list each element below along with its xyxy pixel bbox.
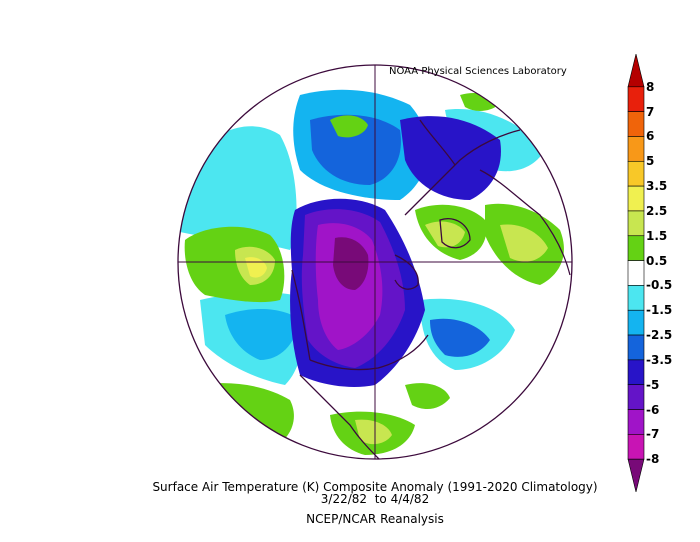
colorbar-band [627,54,645,88]
colorbar-band [627,434,645,460]
colorbar [627,54,645,492]
colorbar-tick-label: -3.5 [646,352,673,367]
credit-text: NOAA Physical Sciences Laboratory [389,66,567,77]
colorbar-band [627,235,645,261]
colorbar-band [627,260,645,286]
colorbar-band [627,136,645,162]
colorbar-band [627,334,645,361]
colorbar-tick-label: 7 [646,104,655,119]
caption-dates: 3/22/82 to 4/4/82 [0,492,700,506]
caption-source: NCEP/NCAR Reanalysis [306,512,444,526]
anomaly-field [178,65,572,459]
colorbar-tick-label: 6 [646,129,655,144]
date-separator: to [374,492,387,506]
colorbar-band [627,309,645,336]
colorbar-band [627,86,645,112]
colorbar-band [627,285,645,311]
colorbar-tick-label: -1.5 [646,303,673,318]
colorbar-tick-label: -5 [646,377,660,392]
colorbar-band [627,111,645,137]
colorbar-tick-label: -8 [646,452,660,467]
colorbar-band [627,384,645,410]
colorbar-tick-label: 2.5 [646,203,668,218]
colorbar-tick-label: -0.5 [646,278,673,293]
colorbar-tick-label: -7 [646,427,660,442]
colorbar-tick-label: -2.5 [646,328,673,343]
date-start: 3/22/82 [320,492,368,506]
colorbar-band [627,210,645,237]
colorbar-tick-label: 0.5 [646,253,668,268]
colorbar-tick-label: -6 [646,402,660,417]
colorbar-band [627,185,645,212]
colorbar-band [627,359,645,386]
colorbar-tick-label: 8 [646,79,655,94]
colorbar-band [627,409,645,435]
colorbar-band [627,160,645,187]
colorbar-tick-label: 3.5 [646,179,668,194]
coastlines [291,119,571,459]
date-end: 4/4/82 [390,492,430,506]
colorbar-band [627,458,645,492]
colorbar-tick-label: 1.5 [646,228,668,243]
caption-title: Surface Air Temperature (K) Composite An… [152,480,598,494]
colorbar-tick-label: 5 [646,154,655,169]
map-boundary [177,64,573,460]
